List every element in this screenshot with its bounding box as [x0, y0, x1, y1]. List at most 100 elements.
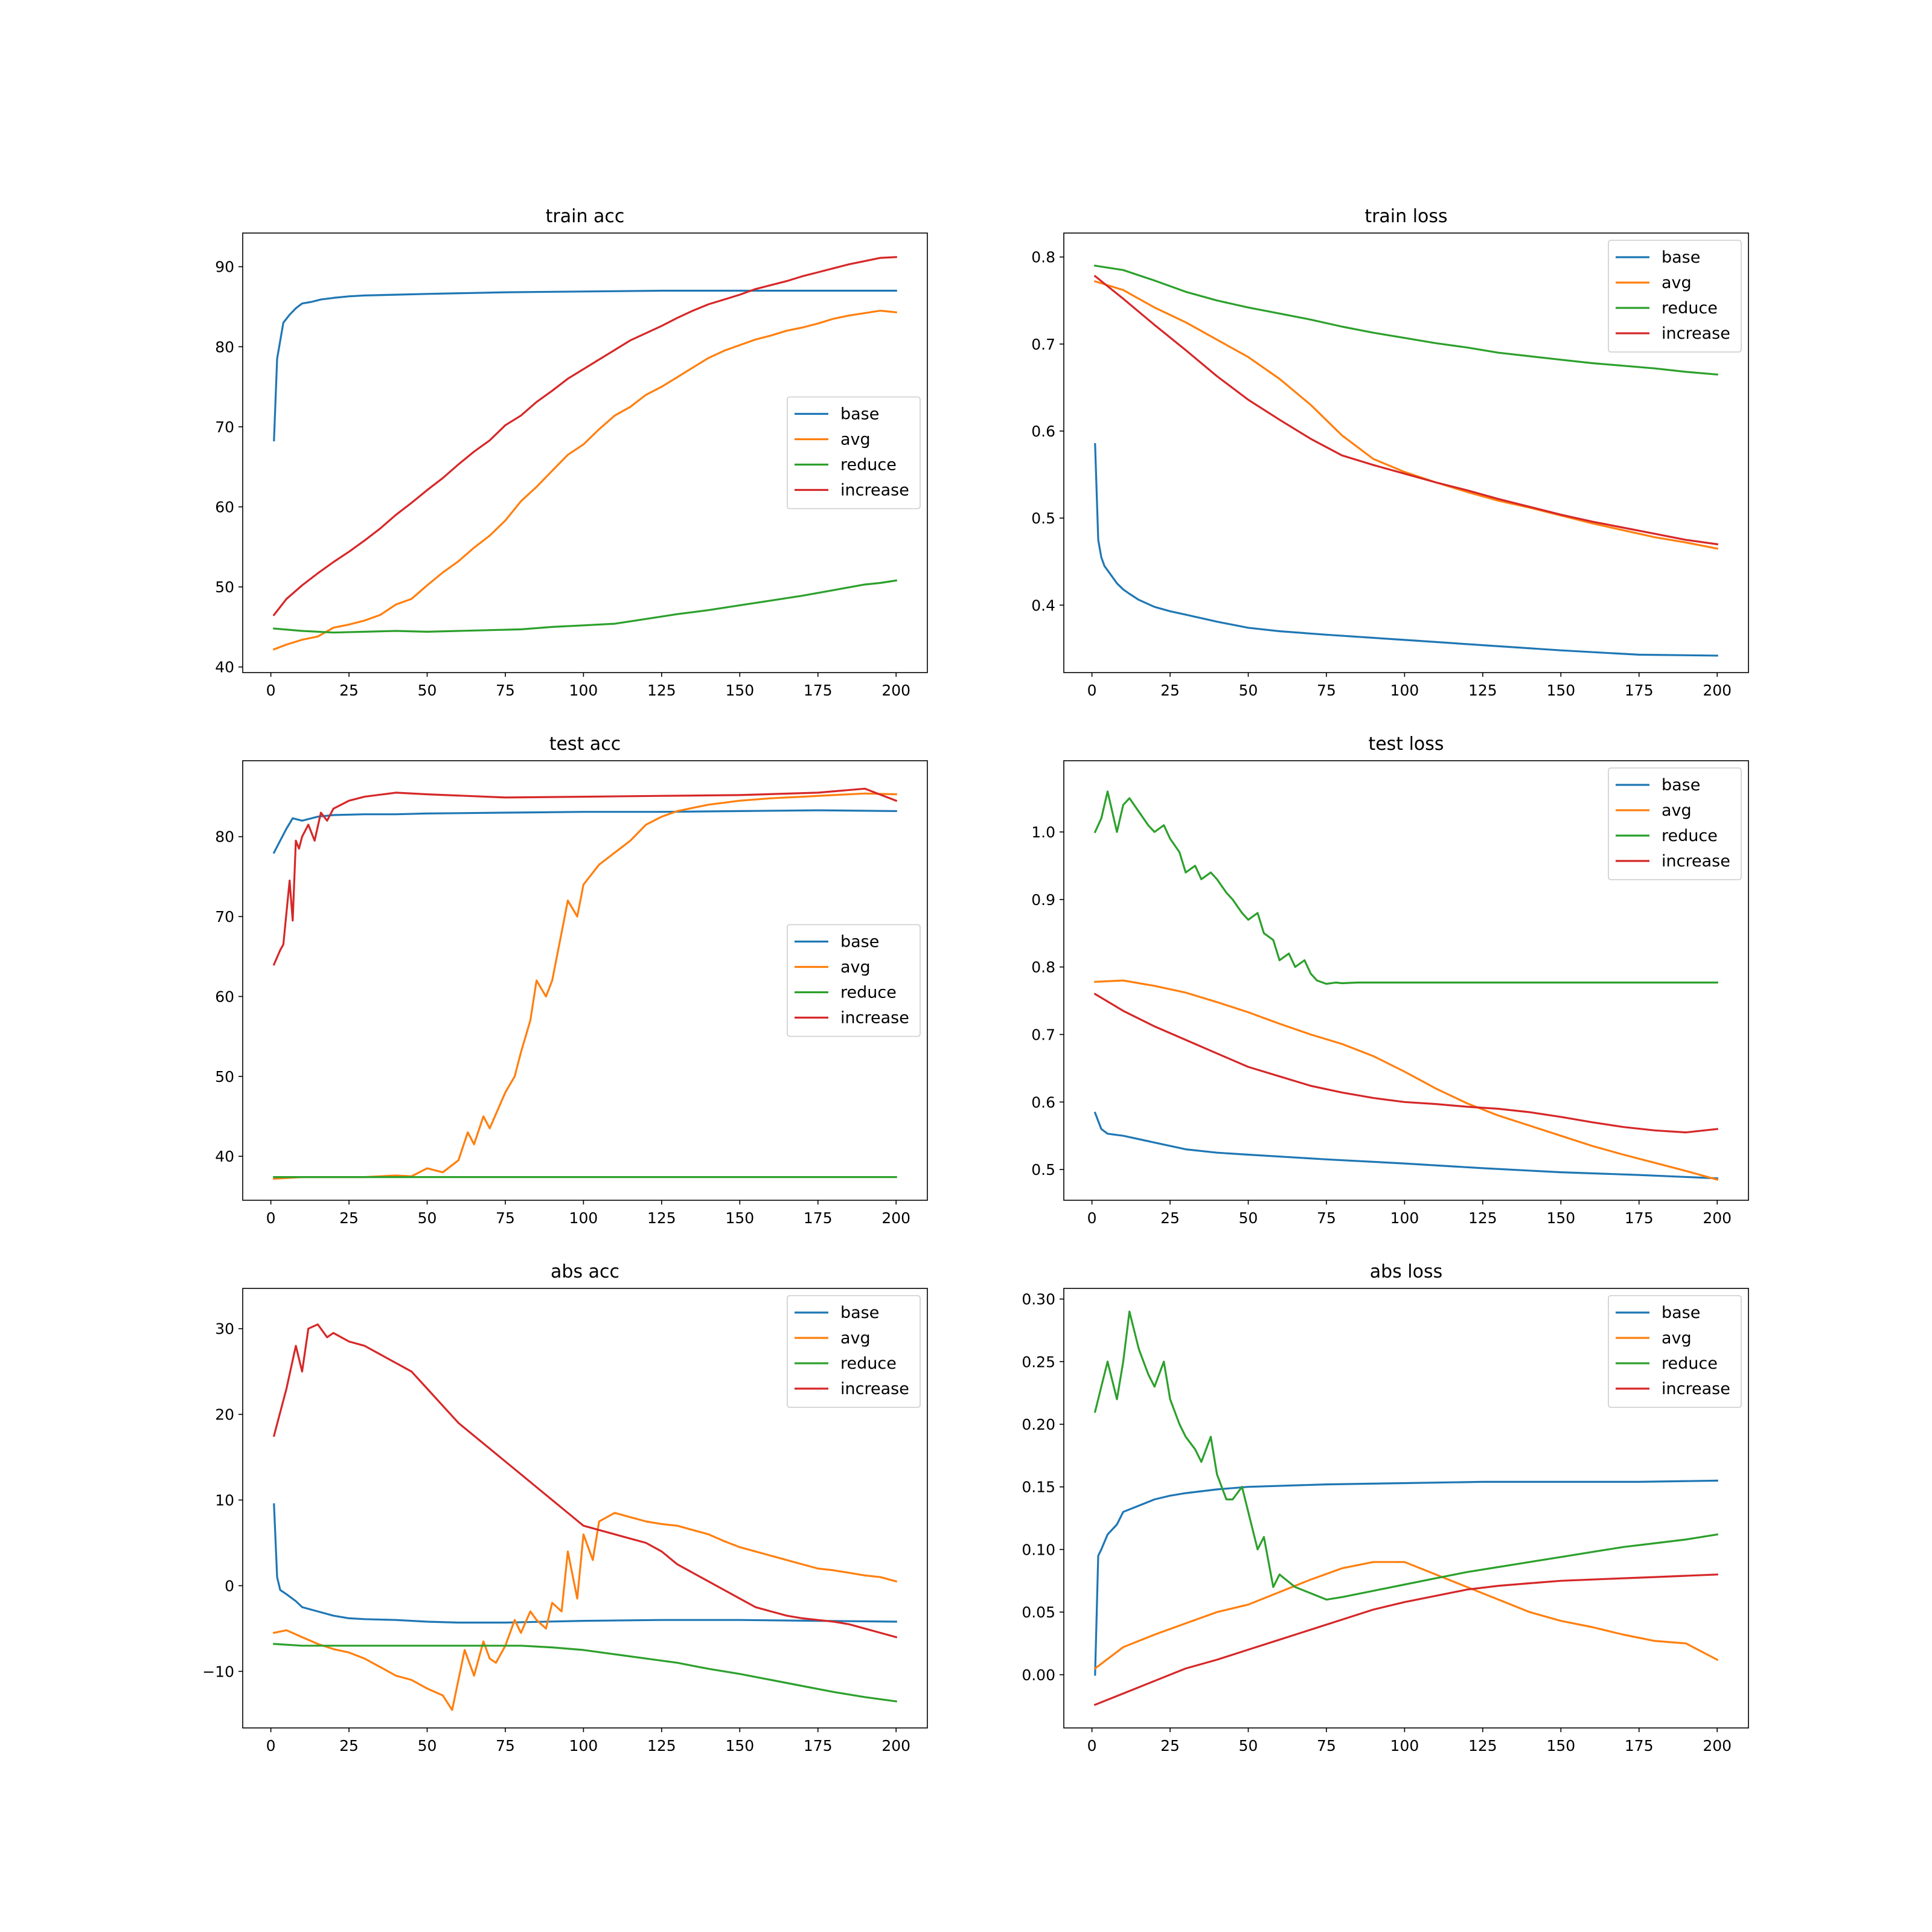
legend-box [787, 396, 921, 510]
y-tick-label: 30 [215, 1320, 234, 1338]
x-tick-label: 175 [1625, 1209, 1654, 1227]
legend-box [787, 1295, 921, 1408]
y-tick-label: 40 [215, 1148, 234, 1165]
y-tick-label: 90 [215, 258, 234, 276]
x-tick-label: 0 [1087, 682, 1097, 699]
series-line-reduce [1093, 1310, 1719, 1601]
plot-area [272, 787, 898, 1180]
x-tick-label: 200 [881, 682, 910, 699]
x-tick-label: 0 [266, 682, 276, 699]
x-tick-label: 125 [647, 1209, 676, 1227]
x-tick-label: 100 [1390, 1209, 1419, 1227]
legend-label-avg: avg [840, 1329, 871, 1348]
y-tick-label: 20 [215, 1406, 234, 1424]
y-tick-label: 0.6 [1031, 423, 1055, 440]
x-tick-label: 50 [418, 1209, 437, 1227]
legend-label-increase: increase [840, 1009, 909, 1028]
legend-label-base: base [840, 405, 879, 424]
x-tick-label: 75 [1317, 682, 1336, 699]
x-tick-label: 125 [647, 1737, 676, 1754]
x-tick-label: 0 [1087, 1209, 1097, 1227]
legend-label-avg: avg [1662, 1329, 1692, 1348]
chart-title: train loss [1364, 206, 1447, 227]
subplot-abs-loss: abs loss 0 25 50 75 100 125 150 175 200 0.00 0.05 0.… [1022, 1261, 1749, 1754]
x-tick-label: 25 [339, 1737, 359, 1754]
chart-title: abs loss [1370, 1261, 1443, 1282]
legend-label-base: base [840, 933, 879, 952]
x-tick-label: 100 [1390, 682, 1419, 699]
x-tick-label: 0 [1087, 1737, 1097, 1754]
chart-title: test acc [549, 734, 621, 755]
y-tick-label: 0.8 [1031, 249, 1055, 266]
subplot-test-loss: test loss 0 25 50 75 100 125 150 175 200 0.5 0.6 0.7… [1031, 734, 1749, 1227]
subplot-train-acc: train acc 0 25 50 75 100 125 150 175 200 40 50 60 70 8… [215, 206, 928, 699]
legend-label-increase: increase [840, 1380, 909, 1398]
x-tick-label: 100 [569, 1737, 598, 1754]
y-tick-label: 0.6 [1031, 1093, 1055, 1111]
x-tick-label: 0 [266, 1209, 276, 1227]
series-line-base [1093, 1112, 1718, 1180]
series-line-increase [272, 256, 897, 616]
x-tick-label: 175 [804, 1209, 833, 1227]
legend-label-base: base [840, 1303, 879, 1322]
legend-box [1608, 240, 1742, 353]
x-tick-label: 100 [1390, 1737, 1419, 1754]
y-tick-label: 40 [215, 659, 234, 676]
y-tick-label: 0 [225, 1577, 234, 1595]
y-tick-label: 0.25 [1022, 1353, 1055, 1371]
y-tick-label: 0.5 [1031, 1161, 1055, 1179]
y-tick-label: 0.00 [1022, 1666, 1055, 1684]
x-tick-label: 75 [1317, 1209, 1336, 1227]
legend: base avg reduce increase [787, 1295, 921, 1408]
y-tick-label: 70 [215, 908, 234, 926]
x-tick-label: 175 [1625, 682, 1654, 699]
series-line-avg [272, 309, 897, 651]
x-tick-label: 200 [1703, 1737, 1732, 1754]
y-tick-label: 0.5 [1031, 510, 1055, 527]
subplot-train-loss: train loss 0 25 50 75 100 125 150 175 200 0.4 0.5 0.… [1031, 206, 1749, 699]
x-tick-label: 100 [569, 682, 598, 699]
series-line-reduce [1093, 790, 1718, 985]
series-line-base [1094, 1479, 1718, 1676]
axes-frame [242, 232, 928, 673]
legend-label-base: base [1662, 248, 1700, 267]
legend-label-reduce: reduce [1662, 1354, 1718, 1373]
y-tick-label: 0.30 [1022, 1291, 1055, 1308]
x-tick-label: 50 [1239, 682, 1258, 699]
x-tick-label: 25 [339, 1209, 359, 1227]
x-tick-label: 175 [804, 682, 833, 699]
x-tick-label: 175 [804, 1737, 833, 1754]
y-tick-label: 50 [215, 578, 234, 596]
axes-frame [1063, 760, 1749, 1201]
series-line-reduce [273, 579, 898, 634]
x-tick-label: 50 [1239, 1209, 1258, 1227]
legend: base avg reduce increase [1608, 240, 1742, 353]
x-tick-label: 75 [496, 682, 515, 699]
x-tick-label: 125 [1468, 1209, 1497, 1227]
y-tick-label: 0.8 [1031, 959, 1055, 976]
axes-frame [1063, 1288, 1749, 1729]
series-line-increase [272, 787, 898, 966]
plot-area [272, 256, 898, 651]
legend-label-reduce: reduce [840, 1354, 897, 1373]
x-tick-label: 25 [1160, 1209, 1180, 1227]
y-tick-label: 80 [215, 338, 234, 356]
y-tick-label: 70 [215, 418, 234, 436]
x-tick-label: 25 [1160, 682, 1180, 699]
series-line-base [1094, 443, 1718, 657]
x-tick-label: 150 [1546, 1209, 1575, 1227]
axes-frame [1063, 232, 1749, 673]
legend: base avg reduce increase [787, 396, 921, 510]
legend-label-reduce: reduce [1662, 299, 1718, 318]
subplot-abs-acc: abs acc 0 25 50 75 100 125 150 175 200 −10 0 10 20 30 b… [202, 1261, 928, 1754]
plot-area [1093, 1310, 1719, 1706]
x-tick-label: 75 [496, 1737, 515, 1754]
legend-label-base: base [1662, 776, 1700, 795]
legend-box [1608, 767, 1742, 880]
x-tick-label: 0 [266, 1737, 276, 1754]
series-line-avg [273, 792, 897, 1180]
y-tick-label: 0.05 [1022, 1604, 1055, 1621]
y-tick-label: 1.0 [1031, 824, 1055, 841]
series-line-base [273, 289, 897, 442]
series-line-increase [272, 1323, 898, 1639]
